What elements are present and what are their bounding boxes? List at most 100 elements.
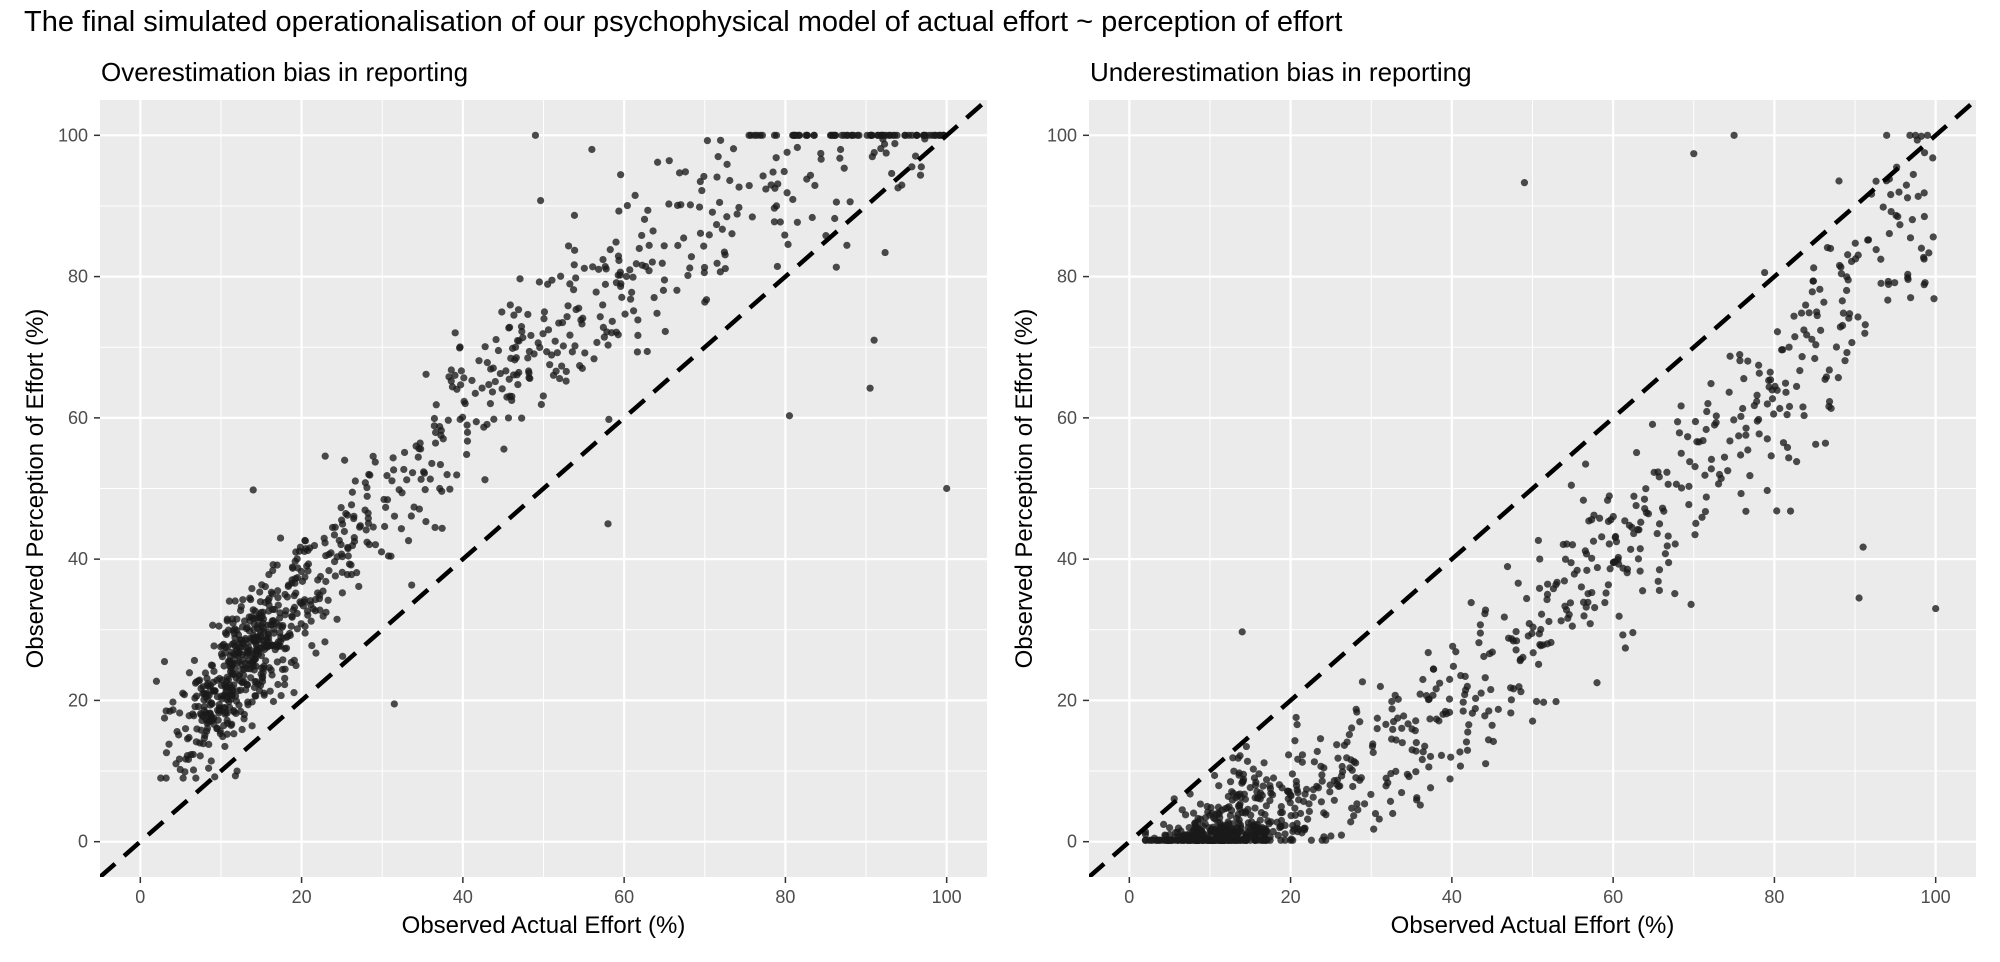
right-data-point xyxy=(1792,382,1801,391)
left-data-point xyxy=(595,265,603,273)
left-data-point xyxy=(422,517,430,526)
left-data-point xyxy=(498,308,506,316)
left-data-point xyxy=(371,458,379,466)
left-data-point xyxy=(381,522,389,531)
right-data-point xyxy=(1260,759,1268,767)
right-data-point xyxy=(1477,689,1485,697)
right-data-point xyxy=(1634,526,1642,534)
left-data-point xyxy=(563,313,571,321)
left-y-tick-label: 80 xyxy=(68,267,88,287)
left-data-point xyxy=(793,218,801,226)
right-x-tick-label: 40 xyxy=(1442,887,1462,907)
right-data-point xyxy=(1800,411,1808,420)
left-y-tick-label: 100 xyxy=(58,125,88,145)
left-data-point xyxy=(539,330,547,338)
left-data-point xyxy=(415,505,423,513)
right-data-point xyxy=(1209,836,1217,844)
right-data-point xyxy=(1859,543,1867,551)
left-data-point xyxy=(728,230,736,238)
left-data-point xyxy=(408,581,416,589)
left-data-point xyxy=(169,698,177,706)
left-data-point xyxy=(507,354,515,362)
right-data-point xyxy=(1459,707,1467,715)
right-data-point xyxy=(1736,451,1745,459)
left-data-point xyxy=(320,534,328,542)
right-data-point xyxy=(1785,402,1794,411)
right-data-point xyxy=(1754,415,1763,424)
right-data-point xyxy=(1703,407,1711,416)
left-data-point xyxy=(623,201,631,210)
right-data-point xyxy=(1386,797,1395,805)
left-data-point xyxy=(248,722,256,730)
right-data-point xyxy=(1838,321,1847,330)
right-data-point xyxy=(1236,752,1244,760)
right-data-point xyxy=(1307,836,1315,844)
left-data-point xyxy=(460,397,468,406)
left-data-point xyxy=(569,286,578,294)
left-y-tick-label: 60 xyxy=(68,408,88,428)
right-data-point xyxy=(1884,296,1892,304)
right-data-point xyxy=(1855,594,1863,602)
left-data-point xyxy=(604,341,612,349)
right-data-point xyxy=(1388,705,1396,713)
left-data-point xyxy=(589,263,597,271)
right-data-point xyxy=(1655,566,1664,574)
left-data-point xyxy=(516,275,524,283)
right-data-point xyxy=(1215,782,1223,790)
left-data-point xyxy=(420,469,428,477)
right-data-point xyxy=(1672,480,1680,488)
left-data-point xyxy=(273,658,281,666)
left-data-point xyxy=(599,301,607,309)
left-data-point xyxy=(564,242,573,250)
left-data-point xyxy=(371,541,380,549)
right-data-point xyxy=(1196,800,1205,808)
left-data-point xyxy=(152,677,161,685)
right-data-point xyxy=(1802,301,1810,309)
left-data-point xyxy=(882,149,890,157)
left-data-point xyxy=(537,400,545,409)
right-data-point xyxy=(1892,211,1900,220)
right-data-point xyxy=(1333,780,1341,788)
left-data-point xyxy=(176,709,184,717)
right-data-point xyxy=(1661,550,1669,558)
left-data-point xyxy=(649,227,657,235)
left-data-point xyxy=(404,537,413,545)
left-data-point xyxy=(780,167,788,176)
left-data-point xyxy=(340,527,348,536)
left-data-point xyxy=(546,361,554,369)
left-data-point xyxy=(593,338,601,347)
left-data-point xyxy=(687,253,696,261)
right-data-point xyxy=(1326,788,1334,796)
left-data-point xyxy=(713,173,721,181)
left-points-group xyxy=(152,131,951,782)
left-data-point xyxy=(745,181,753,190)
left-data-point xyxy=(599,255,607,264)
right-data-point xyxy=(1691,463,1699,471)
right-data-point xyxy=(1300,826,1309,834)
left-data-point xyxy=(498,385,506,393)
left-data-point xyxy=(581,349,589,357)
right-data-point xyxy=(1800,326,1808,334)
left-data-point xyxy=(745,131,753,139)
left-data-point xyxy=(412,442,420,450)
left-data-point xyxy=(714,153,722,161)
left-data-point xyxy=(590,355,598,363)
right-data-point xyxy=(1684,433,1692,441)
left-data-point xyxy=(695,203,704,211)
right-data-point xyxy=(1334,754,1342,762)
right-data-point xyxy=(1488,721,1496,729)
right-data-point xyxy=(1925,249,1933,257)
left-data-point xyxy=(592,288,600,296)
right-panel-title: Underestimation bias in reporting xyxy=(1090,57,1472,87)
left-data-point xyxy=(353,569,361,577)
left-data-point xyxy=(661,327,669,336)
left-data-point xyxy=(873,131,882,139)
right-data-point xyxy=(1914,192,1922,200)
left-data-point xyxy=(614,271,622,279)
left-data-point xyxy=(176,765,184,774)
right-data-point xyxy=(1240,790,1248,798)
left-data-point xyxy=(250,683,259,692)
right-x-tick-label: 0 xyxy=(1124,887,1134,907)
right-data-point xyxy=(1891,279,1899,287)
right-data-point xyxy=(1930,295,1938,303)
